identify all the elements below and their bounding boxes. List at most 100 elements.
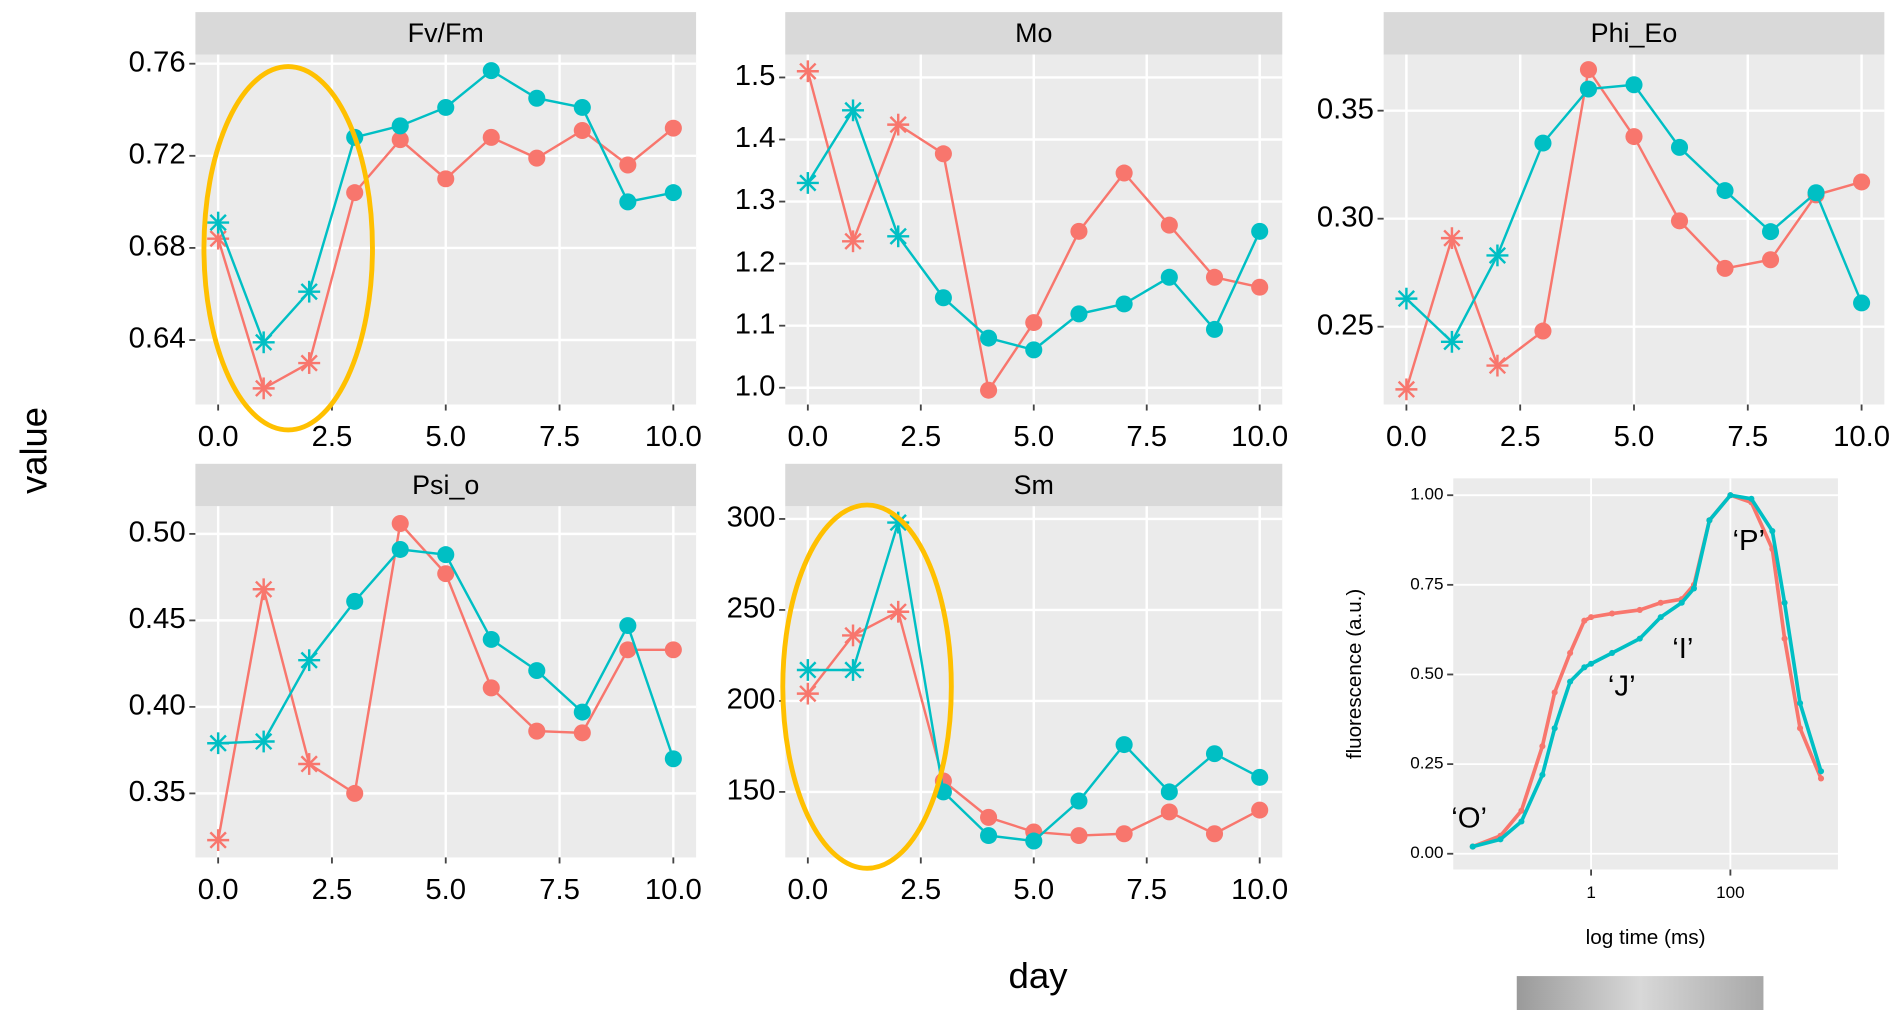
point [1690, 585, 1698, 592]
star-arm [844, 232, 862, 250]
star-arm [300, 755, 318, 773]
point-star [842, 624, 865, 647]
star-arm [1443, 333, 1461, 351]
point-star [252, 730, 275, 753]
y-tick-label: 0.00 [1410, 843, 1443, 862]
point-star [842, 659, 865, 681]
point [1678, 599, 1685, 606]
y-tick-label: 0.35 [129, 776, 186, 808]
point [1657, 599, 1664, 606]
x-tick-label: 5.0 [425, 874, 466, 906]
point [1817, 768, 1825, 775]
point [1670, 212, 1689, 230]
point [1160, 268, 1178, 286]
point-star [887, 225, 910, 248]
point [1781, 599, 1788, 606]
point [1251, 278, 1269, 296]
point [1534, 322, 1552, 340]
y-tick-label: 0.30 [1317, 201, 1374, 233]
point-star [298, 649, 321, 672]
x-tick-label: 5.0 [1013, 421, 1054, 453]
y-tick-label: 1.0 [735, 371, 776, 403]
point [980, 808, 998, 826]
x-tick-label: 7.5 [1727, 421, 1768, 453]
point [1518, 807, 1525, 814]
point [1625, 128, 1643, 146]
y-tick-label: 0.76 [129, 46, 186, 78]
point [482, 128, 500, 146]
point [482, 630, 500, 648]
point [1636, 606, 1643, 613]
strip [195, 12, 697, 55]
point [1608, 649, 1616, 656]
annotation: ‘P’ [1733, 525, 1766, 557]
point-star [252, 377, 275, 400]
point-star [796, 682, 819, 705]
point [1160, 216, 1178, 234]
point [664, 119, 682, 137]
point [980, 827, 998, 845]
y-tick-label: 0.64 [129, 323, 186, 355]
point [1205, 745, 1224, 763]
point [1716, 182, 1734, 200]
point [437, 98, 455, 116]
point-star [298, 280, 321, 303]
point [1251, 768, 1269, 786]
x-tick-label: 10.0 [1231, 874, 1288, 906]
y-tick-label: 1.4 [735, 122, 776, 154]
point [1781, 635, 1788, 642]
point [1534, 134, 1552, 152]
y-tick-label: 1.3 [735, 184, 776, 216]
star-arm [255, 333, 273, 351]
point [1115, 825, 1133, 843]
point [1115, 164, 1133, 182]
point-star [298, 352, 321, 374]
star-arm [300, 283, 318, 301]
x-tick-label: 7.5 [539, 421, 580, 453]
point [1160, 803, 1178, 821]
point [1070, 827, 1088, 845]
star-arm [844, 626, 862, 644]
point-star [1486, 354, 1509, 377]
x-tick-label: 1 [1586, 883, 1596, 902]
point [1748, 495, 1755, 502]
panel: Mo 1.0 1.1 1.2 1.3 1.4 1.5 0.0 2.5 5.0 7.5 10.0 [735, 12, 1288, 453]
annotation: ‘J’ [1608, 671, 1636, 703]
star-arm [889, 514, 907, 532]
x-tick-label: 0.0 [1386, 421, 1427, 453]
point [1539, 743, 1546, 750]
star-arm [889, 227, 907, 245]
y-axis-label: value [13, 407, 54, 494]
point [1115, 295, 1133, 313]
point [980, 329, 998, 347]
point [980, 381, 998, 399]
point [1025, 314, 1043, 332]
x-tick-label: 5.0 [1013, 874, 1054, 906]
panel: Phi_Eo 0.25 0.30 0.35 0.0 2.5 5.0 7.5 10.0 [1317, 12, 1890, 453]
point [1608, 610, 1616, 617]
star-arm [799, 661, 817, 679]
point-star [252, 331, 275, 354]
point-star [796, 659, 819, 681]
photo-fragment [1516, 976, 1764, 1010]
x-tick-label: 5.0 [425, 421, 466, 453]
point [1025, 341, 1043, 359]
point [1670, 138, 1689, 156]
point [1160, 783, 1178, 801]
point [1636, 635, 1643, 642]
y-tick-label: 150 [727, 775, 776, 807]
point [664, 641, 682, 659]
star-arm [1443, 229, 1461, 247]
point [934, 145, 952, 163]
panel-title: Psi_o [412, 470, 479, 500]
x-axis-label: log time (ms) [1586, 926, 1706, 949]
x-tick-label: 10.0 [645, 421, 702, 453]
point-star [207, 211, 230, 234]
point [1205, 268, 1224, 286]
point [391, 515, 409, 532]
point [1762, 251, 1780, 269]
highlight-ellipse [780, 502, 954, 871]
star-arm [844, 101, 862, 119]
point [1853, 173, 1871, 191]
point [482, 679, 500, 697]
